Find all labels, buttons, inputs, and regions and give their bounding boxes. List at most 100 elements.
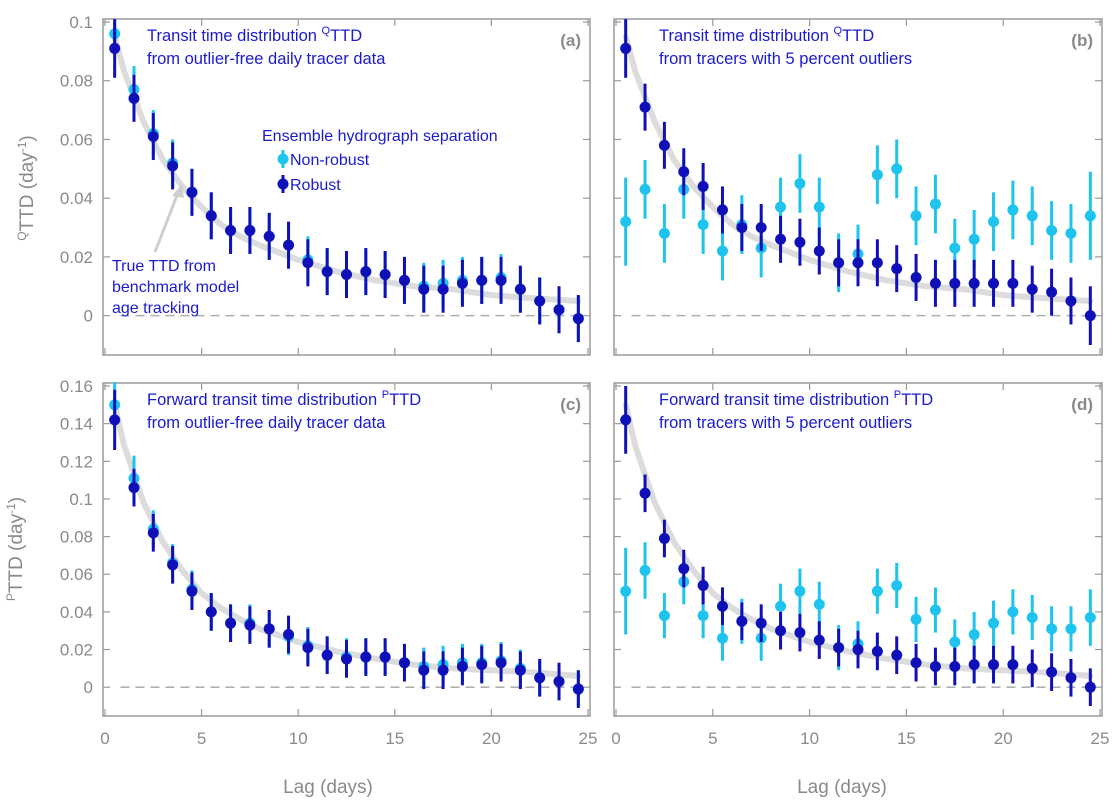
panel-c-ytick-label: 0.08 bbox=[60, 528, 93, 547]
panel-c-robust-point bbox=[186, 585, 198, 597]
panel-a-title: Transit time distribution QTTD bbox=[147, 25, 362, 45]
panel-c-true-ttd-curve bbox=[111, 401, 582, 679]
panel-d-nonrobust-point bbox=[929, 604, 941, 616]
panel-d-title: Forward transit time distribution PTTD bbox=[659, 389, 933, 409]
panel-a-ytick-label: 0.04 bbox=[60, 189, 93, 208]
panel-b-robust-point bbox=[1026, 283, 1038, 295]
panel-a-robust-point bbox=[534, 295, 546, 307]
panel-c-robust-point bbox=[360, 651, 372, 663]
panel-b-robust-point bbox=[639, 101, 651, 113]
panel-d-nonrobust-point bbox=[968, 628, 980, 640]
panel-a-ytick-label: 0.02 bbox=[60, 248, 93, 267]
panel-b-robust-point bbox=[871, 257, 883, 269]
panel-b-title-main: Transit time distribution bbox=[659, 27, 834, 45]
panel-c-robust-point bbox=[109, 414, 121, 426]
panel-d-nonrobust-point bbox=[620, 585, 632, 597]
panel-a-robust-point bbox=[495, 274, 507, 286]
x-axis-label-left: Lag (days) bbox=[283, 777, 373, 798]
panel-b-nonrobust-point bbox=[968, 233, 980, 245]
panel-c-robust-point bbox=[302, 642, 314, 654]
legend-robust-label: Robust bbox=[290, 177, 341, 194]
panel-a-robust-point bbox=[263, 230, 275, 242]
y-axis-label-top-main: TTD (day bbox=[17, 152, 38, 232]
panel-c-robust-point bbox=[263, 623, 275, 635]
panel-b-nonrobust-point bbox=[794, 178, 806, 189]
panel-c-xtick-label: 10 bbox=[289, 729, 308, 748]
panel-b-robust-point bbox=[852, 257, 864, 269]
panel-d-robust-point bbox=[833, 642, 845, 654]
panel-a-robust-point bbox=[128, 92, 140, 104]
panel-b-nonrobust-point bbox=[658, 227, 670, 239]
panel-c-robust-point bbox=[167, 559, 179, 571]
panel-b-robust-point bbox=[1007, 277, 1019, 289]
panel-d-robust-point bbox=[716, 600, 728, 612]
panel-d-nonrobust-point bbox=[891, 580, 903, 592]
panel-a-robust-point bbox=[514, 283, 526, 295]
panel-b-nonrobust-point bbox=[1065, 227, 1077, 239]
panel-c-frame bbox=[102, 382, 591, 717]
panel-b-robust-point bbox=[813, 245, 825, 257]
panel-a-robust-point bbox=[302, 257, 314, 269]
panel-b-nonrobust-point bbox=[1007, 204, 1019, 216]
panel-d-nonrobust-point bbox=[871, 585, 883, 597]
panel-b-subtitle: from tracers with 5 percent outliers bbox=[659, 50, 912, 68]
panel-b-label: (b) bbox=[1071, 31, 1093, 50]
panel-c-label: (c) bbox=[560, 395, 581, 414]
panel-b-robust-point bbox=[1065, 295, 1077, 307]
panel-c-robust-point bbox=[244, 619, 256, 631]
legend-title: Ensemble hydrograph separation bbox=[262, 128, 498, 145]
panel-d-robust-point bbox=[736, 615, 748, 627]
panel-b-robust-point bbox=[891, 263, 903, 275]
panel-d-xtick-label: 15 bbox=[897, 729, 916, 748]
panel-b-title-end: TTD bbox=[842, 27, 874, 45]
y-axis-label-top-end: ) bbox=[17, 135, 38, 141]
panel-b-robust-point bbox=[929, 277, 941, 289]
panel-d-xtick-label: 25 bbox=[1091, 729, 1110, 748]
panel-d-nonrobust-point bbox=[949, 636, 961, 648]
panel-d-nonrobust-point bbox=[1007, 606, 1019, 618]
panel-a-ytick-label: 0 bbox=[84, 307, 93, 326]
panel-c-robust-point bbox=[418, 664, 430, 676]
panel-c-robust-point bbox=[379, 651, 391, 663]
panel-b-robust-point bbox=[1046, 286, 1058, 298]
panel-b-robust-point bbox=[736, 222, 748, 234]
panel-b-robust-point bbox=[678, 166, 690, 178]
panel-c-robust-point bbox=[437, 664, 449, 676]
panel-d-xtick-label: 5 bbox=[708, 729, 717, 748]
y-axis-label-top-exp: -1 bbox=[15, 141, 29, 152]
panel-b-nonrobust-point bbox=[1084, 210, 1096, 222]
panel-c-title-end: TTD bbox=[389, 391, 421, 409]
panel-d-xtick-label: 0 bbox=[611, 729, 620, 748]
panel-a-robust-point bbox=[360, 266, 372, 278]
y-axis-label-top-sup: Q bbox=[15, 231, 29, 240]
panel-a-true-ttd-curve bbox=[111, 33, 582, 304]
panel-c-xtick-label: 25 bbox=[579, 729, 598, 748]
panel-b-nonrobust-point bbox=[813, 201, 825, 213]
annotation-line-2: benchmark model bbox=[112, 279, 239, 296]
panel-c-ytick-label: 0.16 bbox=[60, 377, 93, 396]
panel-b-robust-point bbox=[833, 257, 845, 269]
panel-b-nonrobust-point bbox=[620, 216, 632, 228]
panel-d-robust-point bbox=[658, 532, 670, 544]
panel-d-nonrobust-point bbox=[910, 613, 922, 625]
panel-b-nonrobust-point bbox=[871, 169, 883, 181]
panel-c-robust-point bbox=[476, 659, 488, 671]
panel-a-robust-point bbox=[205, 210, 217, 222]
panel-a-robust-point bbox=[553, 304, 565, 316]
panel-d-robust-point bbox=[929, 660, 941, 672]
panel-c-title: Forward transit time distribution PTTD bbox=[147, 389, 421, 409]
y-axis-label-bottom-main: TTD (day bbox=[6, 513, 27, 593]
panel-d-robust-point bbox=[949, 660, 961, 672]
panel-b-robust-point bbox=[775, 233, 787, 245]
panel-b-nonrobust-point bbox=[910, 210, 922, 222]
panel-c-robust-point bbox=[283, 628, 295, 640]
panel-d-robust-point bbox=[678, 563, 690, 575]
panel-a-robust-point bbox=[456, 277, 468, 289]
x-axis-label-right: Lag (days) bbox=[797, 777, 887, 798]
y-axis-label-bottom-exp: -1 bbox=[4, 503, 18, 514]
panel-b-robust-point bbox=[755, 222, 767, 234]
panel-d-title-main: Forward transit time distribution bbox=[659, 391, 894, 409]
panel-d-title-end: TTD bbox=[901, 391, 933, 409]
panel-c-robust-point bbox=[128, 482, 140, 494]
